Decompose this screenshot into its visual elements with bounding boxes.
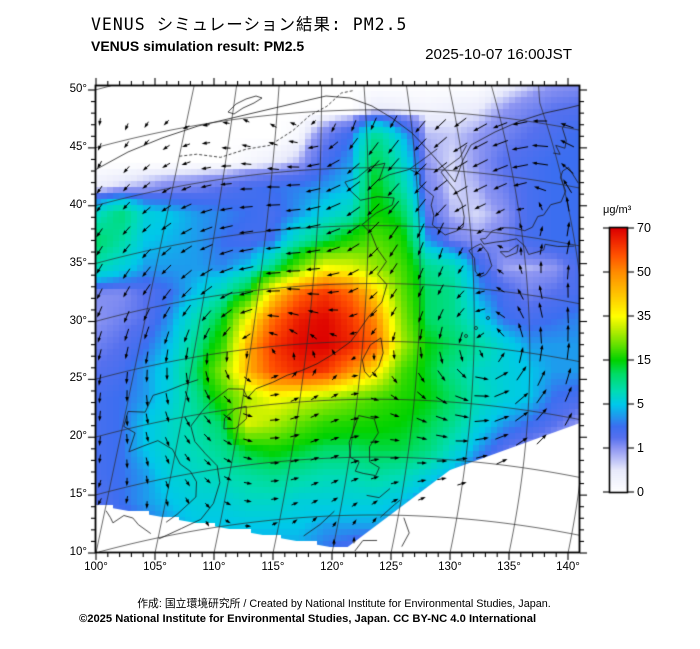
colorbar-tick-label: 1: [637, 441, 644, 455]
credit-line: 作成: 国立環境研究所 / Created by National Instit…: [137, 598, 551, 610]
lon-tick-label: 135°: [497, 561, 521, 573]
colorbar-tick-label: 50: [637, 265, 651, 279]
page-title-japanese: VENUS シミュレーション結果: PM2.5: [91, 15, 408, 34]
lon-tick-label: 125°: [379, 561, 403, 573]
lat-tick-label: 25°: [69, 372, 87, 385]
lon-tick-label: 105°: [143, 561, 167, 573]
lat-tick-label: 35°: [69, 256, 87, 269]
colorbar-tick-label: 5: [637, 397, 644, 411]
colorbar-tick-label: 35: [637, 309, 651, 323]
lon-tick-label: 100°: [84, 561, 108, 573]
colorbar-tick-label: 0: [637, 485, 644, 499]
forecast-timestamp: 2025-10-07 16:00JST: [425, 46, 572, 63]
lon-tick-label: 115°: [261, 561, 285, 573]
lat-tick-label: 45°: [69, 140, 87, 153]
colorbar-tick-label: 70: [637, 221, 651, 235]
lat-tick-label: 20°: [69, 430, 87, 443]
colorbar-unit-label: μg/m³: [603, 204, 632, 216]
lat-tick-label: 30°: [69, 314, 87, 327]
lat-tick-label: 40°: [69, 198, 87, 211]
lon-tick-label: 130°: [438, 561, 462, 573]
lon-tick-label: 120°: [320, 561, 344, 573]
lat-tick-label: 50°: [69, 83, 87, 95]
lon-tick-label: 140°: [556, 561, 580, 573]
colorbar-tick-label: 15: [637, 353, 651, 367]
lat-tick-label: 15°: [69, 488, 87, 501]
lon-tick-label: 110°: [202, 561, 226, 573]
copyright-line: ©2025 National Institute for Environment…: [79, 613, 537, 625]
page-title-english: VENUS simulation result: PM2.5: [91, 38, 305, 54]
lat-tick-label: 10°: [69, 546, 87, 558]
